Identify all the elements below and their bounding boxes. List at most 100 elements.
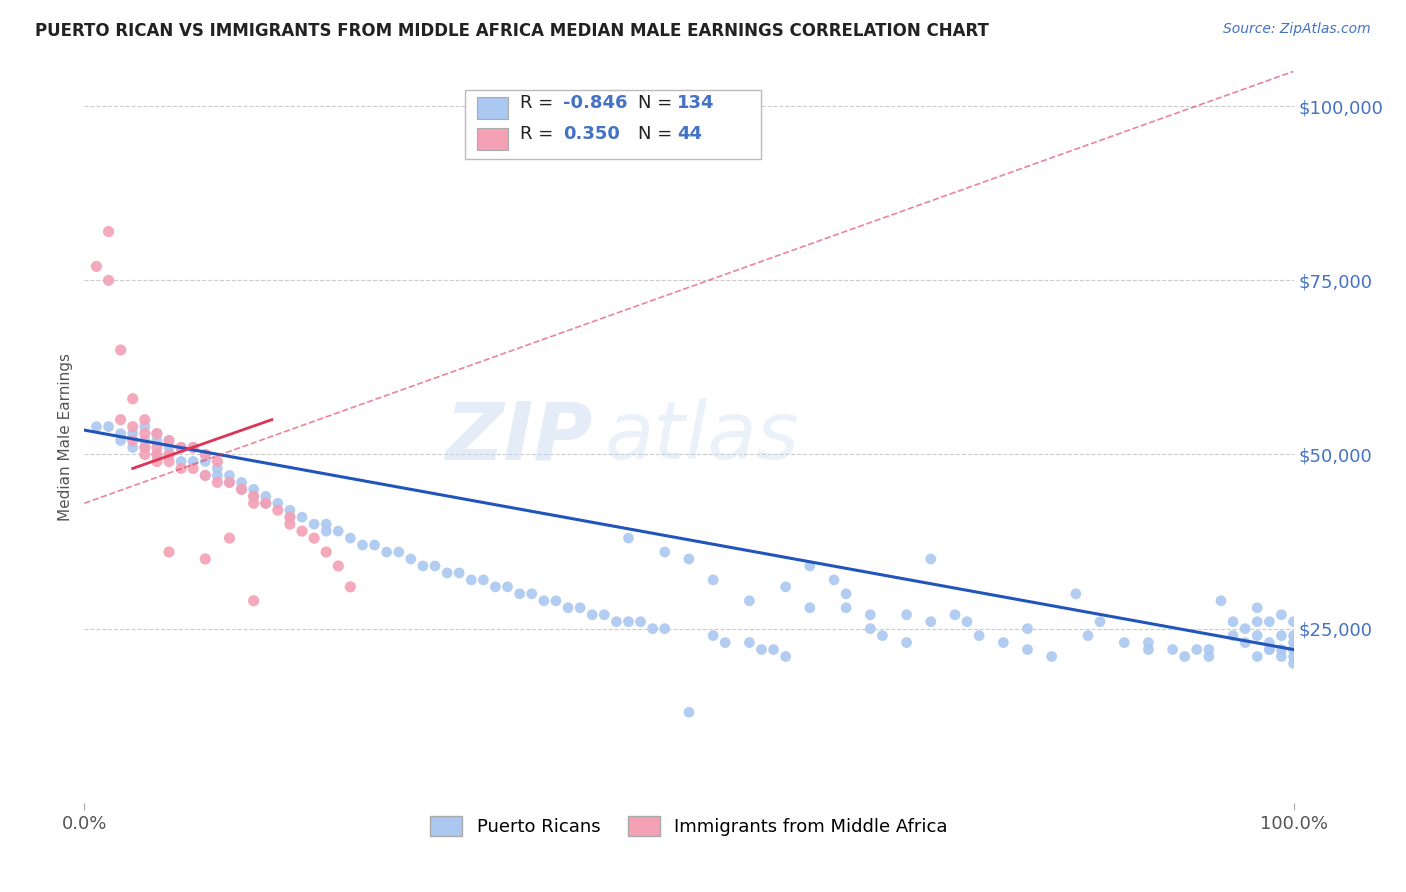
Point: [339, 580, 361, 594]
Text: atlas: atlas: [605, 398, 799, 476]
Point: [363, 538, 385, 552]
Point: [1246, 600, 1268, 615]
Point: [157, 434, 180, 448]
Point: [1017, 622, 1039, 636]
Point: [254, 496, 277, 510]
Point: [630, 615, 652, 629]
Point: [472, 573, 495, 587]
Point: [1222, 629, 1244, 643]
Point: [1270, 629, 1292, 643]
Point: [1246, 629, 1268, 643]
Point: [1174, 649, 1197, 664]
Text: 134: 134: [676, 94, 714, 112]
Point: [738, 635, 761, 649]
Point: [605, 615, 627, 629]
Point: [1258, 642, 1281, 657]
Point: [218, 531, 240, 545]
Point: [170, 441, 193, 455]
Point: [146, 441, 169, 455]
Point: [654, 622, 676, 636]
Point: [967, 629, 990, 643]
Point: [1222, 615, 1244, 629]
Point: [1258, 635, 1281, 649]
Point: [1185, 642, 1208, 657]
Point: [617, 531, 640, 545]
Point: [121, 419, 143, 434]
Point: [412, 558, 434, 573]
Point: [1137, 642, 1160, 657]
Point: [1270, 649, 1292, 664]
Point: [678, 705, 700, 719]
Point: [170, 454, 193, 468]
Point: [1040, 649, 1063, 664]
Point: [315, 545, 337, 559]
Point: [1198, 642, 1220, 657]
Point: [1077, 629, 1099, 643]
Text: 0.350: 0.350: [564, 125, 620, 143]
Point: [328, 524, 350, 538]
Point: [1209, 594, 1232, 608]
Text: N =: N =: [638, 125, 678, 143]
Point: [593, 607, 616, 622]
Point: [181, 441, 204, 455]
Point: [278, 510, 301, 524]
Text: ZIP: ZIP: [444, 398, 592, 476]
Y-axis label: Median Male Earnings: Median Male Earnings: [58, 353, 73, 521]
Point: [641, 622, 664, 636]
Point: [157, 441, 180, 455]
Point: [134, 441, 156, 455]
Point: [835, 587, 858, 601]
Point: [315, 524, 337, 538]
Point: [581, 607, 603, 622]
Point: [436, 566, 458, 580]
Point: [242, 489, 264, 503]
Point: [181, 461, 204, 475]
Legend: Puerto Ricans, Immigrants from Middle Africa: Puerto Ricans, Immigrants from Middle Af…: [420, 807, 957, 845]
Text: PUERTO RICAN VS IMMIGRANTS FROM MIDDLE AFRICA MEDIAN MALE EARNINGS CORRELATION C: PUERTO RICAN VS IMMIGRANTS FROM MIDDLE A…: [35, 22, 988, 40]
Point: [110, 426, 132, 441]
Point: [352, 538, 374, 552]
Point: [121, 392, 143, 406]
Point: [110, 434, 132, 448]
Point: [97, 225, 120, 239]
FancyBboxPatch shape: [478, 97, 508, 119]
Point: [1234, 622, 1257, 636]
Point: [207, 475, 229, 490]
Point: [423, 558, 446, 573]
Point: [146, 426, 169, 441]
Point: [509, 587, 531, 601]
Point: [859, 622, 882, 636]
Point: [231, 483, 253, 497]
Point: [218, 468, 240, 483]
Point: [544, 594, 567, 608]
Point: [654, 545, 676, 559]
Point: [231, 483, 253, 497]
Point: [1017, 642, 1039, 657]
Point: [207, 461, 229, 475]
Point: [1270, 642, 1292, 657]
Point: [859, 607, 882, 622]
Point: [1258, 642, 1281, 657]
Point: [254, 489, 277, 503]
Point: [569, 600, 592, 615]
Point: [533, 594, 555, 608]
Point: [775, 649, 797, 664]
Point: [1246, 615, 1268, 629]
Point: [956, 615, 979, 629]
Point: [157, 448, 180, 462]
Point: [1161, 642, 1184, 657]
Point: [231, 475, 253, 490]
Point: [1282, 642, 1305, 657]
Point: [702, 629, 724, 643]
Point: [617, 615, 640, 629]
Point: [157, 454, 180, 468]
Point: [218, 475, 240, 490]
Point: [146, 454, 169, 468]
Text: R =: R =: [520, 125, 558, 143]
Point: [157, 545, 180, 559]
Point: [278, 517, 301, 532]
Point: [872, 629, 894, 643]
Point: [110, 412, 132, 426]
Point: [302, 517, 325, 532]
Point: [267, 496, 290, 510]
